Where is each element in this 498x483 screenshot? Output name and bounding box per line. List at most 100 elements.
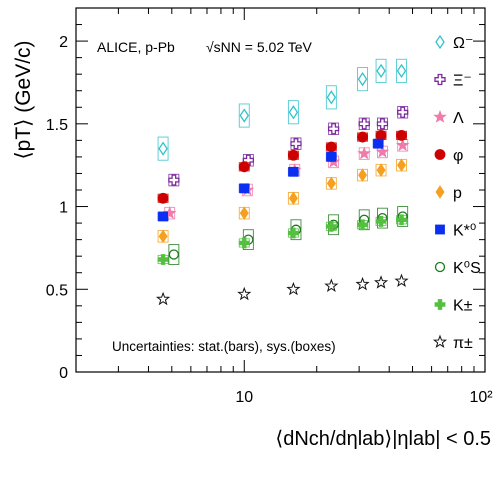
data-point <box>373 275 389 289</box>
data-point <box>325 141 337 153</box>
data-point <box>286 281 301 296</box>
data-point <box>357 131 368 143</box>
y-axis-label: ⟨pT⟩ (GeV/c) <box>12 40 35 159</box>
legend-label: Ξ⁻ <box>453 73 472 90</box>
legend-label: Λ <box>453 110 464 127</box>
y-tick-label: 0.5 <box>46 282 68 299</box>
legend-label: K⁰S <box>453 260 481 277</box>
data-point <box>242 154 255 166</box>
y-tick-label: 1.5 <box>46 117 68 134</box>
y-tick-label: 1 <box>59 200 68 217</box>
data-point <box>327 123 340 135</box>
data-point <box>239 108 250 123</box>
data-point <box>396 214 407 226</box>
data-point <box>158 211 168 222</box>
annotation-uncertainties: Uncertainties: stat.(bars), sys.(boxes) <box>112 339 336 354</box>
sys-box <box>287 100 299 125</box>
legend-marker <box>435 34 445 50</box>
data-point <box>288 166 299 177</box>
data-point <box>288 191 298 205</box>
data-point <box>326 152 337 162</box>
data-point <box>287 227 299 239</box>
legend-marker <box>433 109 447 123</box>
sys-box <box>157 136 169 161</box>
data-point <box>239 206 249 220</box>
data-point <box>394 273 409 288</box>
annotation-experiment: ALICE, p-Pb <box>97 39 175 55</box>
data-point <box>157 254 169 265</box>
legend-marker <box>432 334 448 349</box>
data-point <box>395 138 410 152</box>
data-markers <box>155 63 410 306</box>
data-point <box>155 291 171 306</box>
data-point <box>237 286 252 301</box>
data-point <box>326 176 336 191</box>
data-point <box>238 237 250 249</box>
data-point <box>168 174 180 186</box>
legend-marker <box>434 261 446 273</box>
data-point <box>168 249 180 260</box>
x-tick-label: 10 <box>235 389 253 406</box>
data-point <box>358 168 368 182</box>
legend-label: K± <box>453 298 473 315</box>
systematic-boxes <box>157 58 409 265</box>
sys-box <box>328 122 340 136</box>
data-point <box>239 183 250 194</box>
legend-label: Ω⁻ <box>453 35 473 52</box>
data-point <box>397 158 406 172</box>
data-point <box>288 149 299 161</box>
x-tick-label: 10² <box>469 389 493 406</box>
sys-box <box>377 117 388 131</box>
data-point <box>397 106 409 118</box>
legend-marker <box>435 185 445 199</box>
data-point <box>324 278 339 292</box>
sys-box <box>396 58 407 83</box>
plot-frame <box>75 7 486 373</box>
data-point <box>375 216 387 227</box>
data-point <box>326 90 337 105</box>
y-tick-label: 0 <box>59 365 68 382</box>
axis-tick-labels: 0 0.5 1 1.5 2 10 10² <box>46 34 493 406</box>
legend-marker <box>434 299 446 310</box>
data-point <box>162 206 177 219</box>
legend-label: p <box>453 185 462 202</box>
data-point <box>158 229 168 244</box>
sys-box <box>397 105 409 119</box>
data-point <box>157 192 169 204</box>
data-point <box>358 118 370 130</box>
legend-marker <box>434 149 446 160</box>
legend-label: π± <box>453 335 473 352</box>
data-point <box>375 144 390 158</box>
annotation-energy: √sNN = 5.02 TeV <box>206 39 313 55</box>
sys-box <box>238 103 250 128</box>
sys-box <box>375 58 387 83</box>
data-point <box>238 161 250 173</box>
data-point <box>290 138 302 150</box>
data-point <box>376 118 389 130</box>
sys-box <box>358 117 370 131</box>
axis-ticks <box>75 8 486 373</box>
legend-label: φ <box>453 148 463 165</box>
legend-marker <box>435 224 445 235</box>
data-point <box>396 129 407 141</box>
data-point <box>158 141 168 156</box>
sys-box <box>325 85 337 110</box>
data-point <box>396 63 407 79</box>
data-point <box>357 146 372 160</box>
data-point <box>357 219 368 231</box>
data-point <box>376 163 386 177</box>
data-point <box>355 276 370 291</box>
legend-marker <box>434 73 446 86</box>
data-point <box>288 105 299 120</box>
data-point <box>373 138 384 149</box>
data-point <box>357 71 368 87</box>
sys-box <box>357 67 369 92</box>
data-point <box>325 220 337 232</box>
sys-box <box>168 173 180 187</box>
sys-box <box>290 137 302 150</box>
sys-box <box>168 244 180 265</box>
x-axis-label: ⟨dNch/dηlab⟩|ηlab| < 0.5 <box>275 428 491 450</box>
legend-label: K*⁰ <box>453 223 476 240</box>
